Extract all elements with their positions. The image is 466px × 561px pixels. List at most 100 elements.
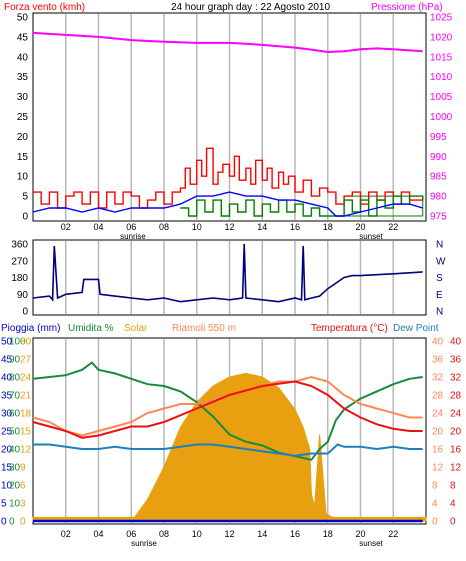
pressure-y-tick: 1020: [430, 32, 453, 43]
x-tick-label: 06: [126, 529, 136, 539]
rain-y-tick: 25: [1, 427, 13, 438]
x-tick-label: 02: [61, 529, 71, 539]
x-tick-label: 18: [323, 222, 333, 232]
pressure-y-tick: 1000: [430, 112, 453, 123]
temp-y-tick-left: 40: [432, 337, 444, 348]
graph-date-title: 24 hour graph day : 22 Agosto 2010: [171, 2, 330, 13]
pressure-y-tick: 985: [430, 172, 447, 183]
temp-y-tick-right: 4: [450, 499, 456, 510]
wind-y-tick: 30: [17, 92, 29, 103]
rain-y-tick: 20: [1, 445, 13, 456]
x-tick-label: 16: [290, 529, 300, 539]
temp-y-tick-left: 16: [432, 445, 444, 456]
humidity-y-tick: 30: [9, 463, 21, 474]
sunset-label-temp: sunset: [359, 539, 383, 548]
rain-y-tick: 5: [1, 499, 7, 510]
sunset-label-wind: sunset: [359, 232, 383, 241]
rain-y-tick: 30: [1, 409, 13, 420]
temp-y-tick-left: 36: [432, 355, 444, 366]
wind-speed-line: [32, 191, 423, 217]
humidity-y-tick: 80: [9, 373, 21, 384]
pressure-y-tick: 1025: [430, 13, 453, 24]
rain-y-tick: 50: [1, 337, 13, 348]
pressure-y-tick: 990: [430, 152, 447, 163]
wind-y-tick: 40: [17, 52, 29, 63]
x-tick-label: 08: [159, 529, 169, 539]
compass-y-tick: W: [436, 256, 446, 267]
humidity-y-tick: 100: [9, 337, 26, 348]
x-tick-label: 10: [192, 222, 202, 232]
temp-y-tick-right: 28: [450, 391, 462, 402]
humidity-y-tick: 0: [9, 517, 15, 528]
sunrise-label-wind: sunrise: [120, 232, 146, 241]
solar-y-tick: 3: [20, 499, 26, 510]
temp-y-tick-right: 12: [450, 463, 462, 474]
compass-y-tick: E: [436, 290, 443, 301]
pressure-y-tick: 1010: [430, 72, 453, 83]
temp-y-tick-right: 32: [450, 373, 462, 384]
solar-y-tick: 15: [20, 427, 32, 438]
rain-y-tick: 35: [1, 391, 13, 402]
humidity-line: [32, 361, 423, 461]
wind-y-tick: 50: [17, 13, 29, 24]
humidity-y-tick: 90: [9, 355, 21, 366]
wind-y-tick: 0: [22, 212, 28, 223]
direction-y-tick: 270: [11, 256, 28, 267]
compass-y-tick: S: [436, 273, 443, 284]
solar-y-tick: 12: [20, 445, 32, 456]
x-tick-label: 12: [224, 222, 234, 232]
direction-y-tick: 0: [22, 307, 28, 318]
solar-legend: Solar: [124, 323, 148, 334]
location-legend: Riamoli 550 m: [172, 323, 236, 334]
x-tick-label: 22: [388, 529, 398, 539]
x-tick-label: 22: [388, 222, 398, 232]
pressure-y-tick: 995: [430, 132, 447, 143]
temperature-line: [32, 380, 423, 439]
temp-y-tick-right: 20: [450, 427, 462, 438]
temp-y-tick-left: 12: [432, 463, 444, 474]
temp-y-tick-right: 0: [450, 517, 456, 528]
x-tick-label: 04: [93, 529, 103, 539]
wind-avg-line: [180, 195, 424, 217]
x-tick-label: 20: [355, 529, 365, 539]
wind-direction-line: [32, 243, 423, 303]
x-tick-label: 20: [355, 222, 365, 232]
pressure-y-tick: 1015: [430, 52, 453, 63]
rain-y-tick: 10: [1, 481, 13, 492]
temp-y-tick-left: 32: [432, 373, 444, 384]
temp-y-tick-right: 36: [450, 355, 462, 366]
humidity-y-tick: 40: [9, 445, 21, 456]
temp-y-tick-left: 24: [432, 409, 444, 420]
temp-y-tick-left: 4: [432, 499, 438, 510]
humidity-y-tick: 60: [9, 409, 21, 420]
temp-y-tick-left: 20: [432, 427, 444, 438]
temperature-legend: Temperatura (°C): [311, 323, 388, 334]
wind-y-tick: 5: [22, 192, 28, 203]
solar-y-tick: 9: [20, 463, 26, 474]
temp-y-tick-right: 16: [450, 445, 462, 456]
temp-y-tick-left: 28: [432, 391, 444, 402]
humidity-y-tick: 10: [9, 499, 21, 510]
pressure-y-tick: 1005: [430, 92, 453, 103]
solar-y-tick: 18: [20, 409, 32, 420]
humidity-y-tick: 50: [9, 427, 21, 438]
x-tick-label: 04: [93, 222, 103, 232]
temp-y-tick-right: 8: [450, 481, 456, 492]
solar-y-tick: 24: [20, 373, 32, 384]
temp-y-tick-right: 24: [450, 409, 462, 420]
wind-y-tick: 20: [17, 132, 29, 143]
x-tick-label: 12: [224, 529, 234, 539]
compass-y-tick: N: [436, 240, 443, 251]
solar-y-tick: 0: [20, 517, 26, 528]
wind-y-tick: 10: [17, 172, 29, 183]
humidity-y-tick: 20: [9, 481, 21, 492]
rain-y-tick: 40: [1, 373, 13, 384]
solar-y-tick: 21: [20, 391, 32, 402]
x-tick-label: 02: [61, 222, 71, 232]
wind-y-tick: 15: [17, 152, 29, 163]
humidity-legend: Umidita %: [68, 323, 114, 334]
rain-y-tick: 45: [1, 355, 13, 366]
wind-y-tick: 35: [17, 72, 29, 83]
